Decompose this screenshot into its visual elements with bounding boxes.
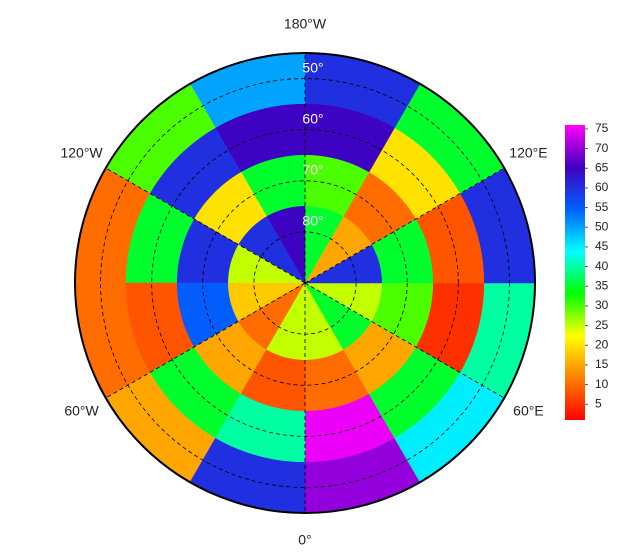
data-cell (228, 282, 306, 322)
colorbar-tick-label: 40 (595, 259, 609, 273)
colorbar-tick-label: 10 (595, 377, 609, 391)
meridian (304, 282, 505, 399)
colorbar-tick-label: 70 (595, 141, 609, 155)
data-cell (228, 244, 306, 284)
colorbar-tick-label: 20 (595, 337, 609, 351)
meridian (105, 282, 306, 399)
longitude-label: 60°E (513, 403, 544, 419)
data-cell (238, 282, 306, 350)
colorbar: 5 10 15 20 25 30 35 40 45 50 55 60 65 70 75 (565, 121, 609, 420)
latitude-label: 80° (302, 213, 323, 229)
data-cell (304, 282, 382, 322)
data-cell (304, 216, 372, 284)
data-cell (238, 216, 306, 284)
longitude-label: 0° (298, 532, 311, 548)
colorbar-tick-label: 5 (595, 396, 602, 410)
colorbar-tick-label: 75 (595, 121, 609, 135)
data-cell (266, 282, 306, 360)
colorbar-tick-label: 35 (595, 278, 609, 292)
latitude-label: 70° (302, 161, 323, 177)
colorbar-tick-label: 25 (595, 318, 609, 332)
colorbar-tick-label: 55 (595, 200, 609, 214)
data-cell (304, 206, 344, 284)
longitude-label: 120°W (60, 145, 103, 161)
data-cell (304, 244, 382, 284)
map-border (74, 52, 536, 514)
data-cell (304, 282, 372, 350)
colorbar-tick-label: 50 (595, 219, 609, 233)
meridian (105, 167, 306, 284)
colorbar-tick-label: 45 (595, 239, 609, 253)
longitude-label: 180°W (284, 16, 327, 32)
longitude-label: 60°W (64, 403, 99, 419)
colorbar-tick-label: 15 (595, 357, 609, 371)
graticule (100, 53, 510, 513)
colorbar-tick-label: 60 (595, 180, 609, 194)
longitude-label: 120°E (509, 145, 547, 161)
latitude-circle (202, 180, 408, 386)
latitude-label: 50° (302, 59, 323, 75)
latitude-circle (100, 78, 510, 488)
data-cell (266, 206, 306, 284)
labels: 180°W 120°E 120°W 60°E 60°W 0° 50° 60° 70° 80° (60, 16, 547, 548)
latitude-label: 60° (302, 110, 323, 126)
data-cell (304, 282, 344, 360)
meridian (304, 167, 505, 284)
colorbar-tick-label: 30 (595, 298, 609, 312)
latitude-circle (151, 129, 459, 437)
colorbar-tick-label: 65 (595, 160, 609, 174)
colorbar-scale (565, 125, 585, 420)
